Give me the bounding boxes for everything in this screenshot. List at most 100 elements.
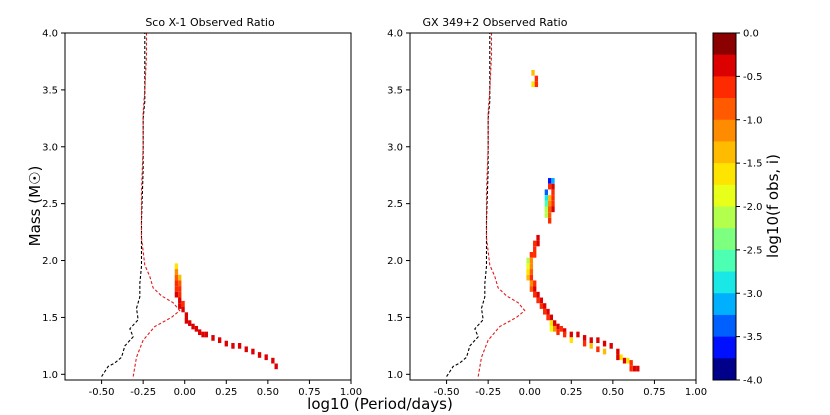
heatmap-cell (602, 348, 607, 355)
heatmap-cell (589, 337, 593, 344)
heatmap-cell (548, 183, 552, 190)
x-tick-label: 1.00 (340, 387, 362, 398)
heatmap-cell (553, 325, 557, 332)
colorbar-level (713, 184, 736, 207)
heatmap-cell (544, 206, 549, 213)
heatmap-cell (582, 340, 587, 347)
heatmap-cell (589, 343, 593, 349)
heatmap-cell (596, 337, 600, 344)
heatmap-cell (184, 318, 189, 324)
y-tick-label: 1.0 (387, 370, 403, 381)
panel-title: GX 349+2 Observed Ratio (423, 16, 568, 29)
heatmap-cell (531, 69, 535, 76)
heatmap-cell (191, 323, 195, 330)
heatmap-cell (549, 320, 553, 326)
heatmap-cell (529, 269, 534, 275)
heatmap-cell (602, 340, 607, 347)
heatmap-cell (551, 195, 555, 201)
heatmap-cell (551, 206, 555, 213)
heatmap-cell (548, 200, 552, 207)
heatmap-cell (526, 274, 530, 281)
x-tick-label: 0.25 (215, 387, 237, 398)
plot-frame (409, 32, 697, 381)
heatmap-cell (217, 337, 222, 344)
heatmap-cell (626, 357, 630, 364)
heatmap-cell (529, 263, 534, 270)
y-tick-label: 1.0 (42, 370, 58, 381)
x-tick-label: 0.50 (602, 387, 624, 398)
colorbar-level (713, 163, 736, 186)
heatmap-cell (562, 331, 567, 338)
colorbar-tick-label: -1.5 (743, 159, 763, 170)
heatmap-cell (549, 314, 553, 321)
x-tick-label: -0.25 (130, 387, 156, 398)
panel-gx349: GX 349+2 Observed Ratio -0.50 -0.25 0.00 0.… (387, 16, 707, 398)
colorbar-tick-label: -3.5 (743, 332, 763, 343)
heatmap-cell (544, 195, 549, 201)
colorbar-tick-label: -1.0 (743, 115, 763, 126)
heatmap-cell (619, 354, 623, 361)
colorbar: 0.0 -0.5 -1.0 -1.5 -2.0 -2.5 -3.0 -3.5 -4.0 log1… (712, 29, 782, 387)
colorbar-level (713, 293, 736, 316)
heatmap-cell (174, 280, 179, 287)
heatmap-cell (539, 303, 544, 309)
heatmap-cell (174, 291, 179, 298)
colorbar-level (713, 98, 736, 121)
x-tick-label: 0.25 (560, 387, 582, 398)
heatmap-cell (533, 286, 537, 292)
heatmap-cell (534, 81, 539, 88)
heatmap-cell (548, 217, 552, 224)
heatmap-cell (551, 183, 555, 190)
heatmap-cell (569, 331, 573, 338)
heatmap-cell (576, 331, 580, 338)
y-tick-label: 1.5 (387, 313, 403, 324)
heatmap-cell (543, 308, 547, 315)
y-tick-label: 3.5 (387, 85, 403, 96)
heatmap-cell (271, 357, 275, 364)
colorbar-level (713, 141, 736, 164)
heatmap-cell (551, 178, 555, 184)
heatmap-cell (582, 335, 587, 341)
heatmap-cell (548, 195, 552, 201)
heatmap-cell (181, 306, 185, 313)
x-tick-label: -0.50 (89, 387, 115, 398)
x-tick-label: 0.50 (257, 387, 279, 398)
heatmap-cell (178, 280, 182, 287)
x-tick-label: -0.50 (434, 387, 460, 398)
heatmap-cell (198, 329, 202, 336)
x-tick-label: 0.00 (519, 387, 541, 398)
heatmap-cell (533, 246, 537, 253)
heatmap-cell (546, 308, 550, 315)
heatmap-cell (529, 252, 534, 258)
colorbar-level (713, 33, 736, 56)
panel-title: Sco X-1 Observed Ratio (145, 16, 275, 29)
y-tick-label: 3.0 (387, 142, 403, 153)
heatmap-cell (274, 363, 278, 370)
heatmap-cell (632, 365, 637, 372)
colorbar-tick-label: -0.5 (743, 72, 763, 83)
colorbar-tick-label: 0.0 (743, 29, 759, 40)
heatmap-cell (204, 331, 208, 338)
dashed-red-curve (132, 33, 181, 377)
x-tick-label: 0.75 (298, 387, 320, 398)
heatmap-cell (181, 300, 185, 307)
heatmap-cell (533, 291, 537, 298)
heatmap-cell (533, 280, 537, 287)
colorbar-level (713, 228, 736, 251)
y-axis-label: Mass (M☉) (26, 166, 44, 247)
heatmap-cell (178, 274, 182, 281)
heatmap-cell (526, 263, 530, 270)
colorbar-level (713, 314, 736, 338)
heatmap-cell (616, 354, 620, 361)
heatmap-cell (544, 189, 549, 196)
colorbar-level (713, 271, 736, 294)
plot-frame (64, 32, 352, 381)
heatmap-cell (237, 343, 242, 349)
colorbar-tick-label: -3.0 (743, 289, 763, 300)
colorbar-level (713, 54, 736, 77)
heatmap-cell (629, 360, 633, 366)
heatmap-cell (529, 286, 534, 292)
colorbar-level (713, 206, 736, 229)
heatmap-cell (194, 325, 199, 332)
heatmap-cell (636, 365, 640, 372)
